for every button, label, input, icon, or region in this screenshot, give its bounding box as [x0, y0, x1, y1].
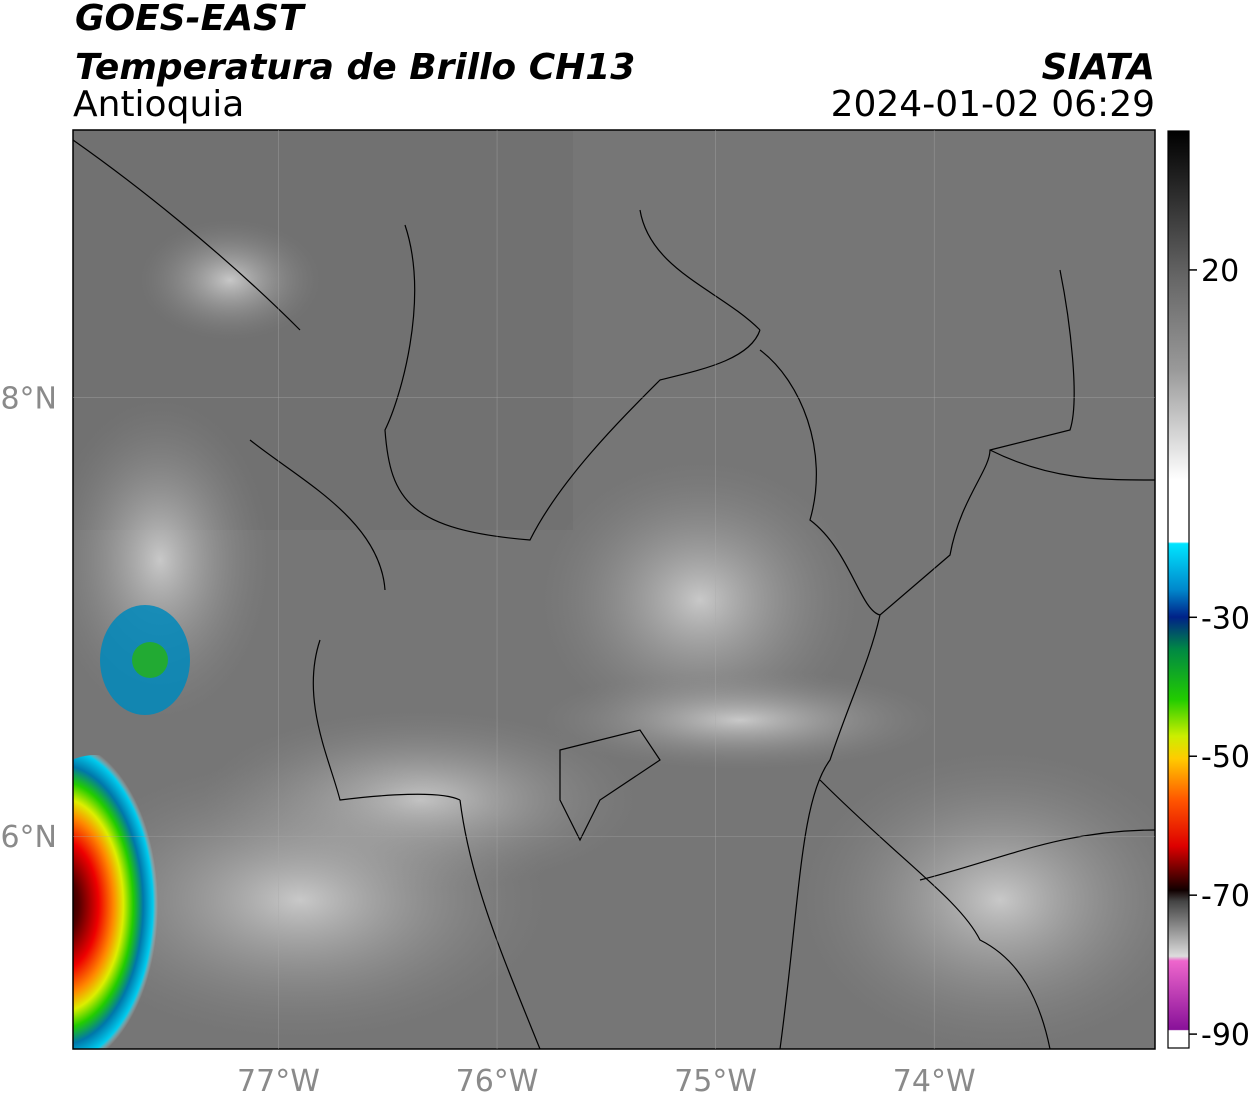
product-title: Temperatura de Brillo CH13	[75, 47, 635, 88]
source: SIATA	[1042, 47, 1155, 88]
map-image	[73, 130, 1155, 1049]
y-tick-label: 6°N	[0, 820, 57, 855]
y-tick-label: 8°N	[0, 382, 57, 417]
x-tick-label: 74°W	[893, 1064, 976, 1099]
map-frame	[72, 129, 1156, 1050]
colorbar	[1167, 130, 1190, 1049]
x-tick-label: 76°W	[456, 1064, 539, 1099]
region: Antioquia	[73, 84, 244, 125]
x-tick-label: 77°W	[237, 1064, 320, 1099]
x-tick-label: 75°W	[674, 1064, 757, 1099]
datetime: 2024-01-02 06:29	[831, 84, 1155, 125]
satellite-title: GOES-EAST	[75, 0, 306, 39]
colorbar-tick-label: -90	[1201, 1018, 1250, 1053]
colorbar-tick-label: 20	[1201, 254, 1239, 289]
colorbar-tick-label: -50	[1201, 740, 1250, 775]
colorbar-tick-label: -30	[1201, 601, 1250, 636]
colorbar-tick-label: -70	[1201, 879, 1250, 914]
